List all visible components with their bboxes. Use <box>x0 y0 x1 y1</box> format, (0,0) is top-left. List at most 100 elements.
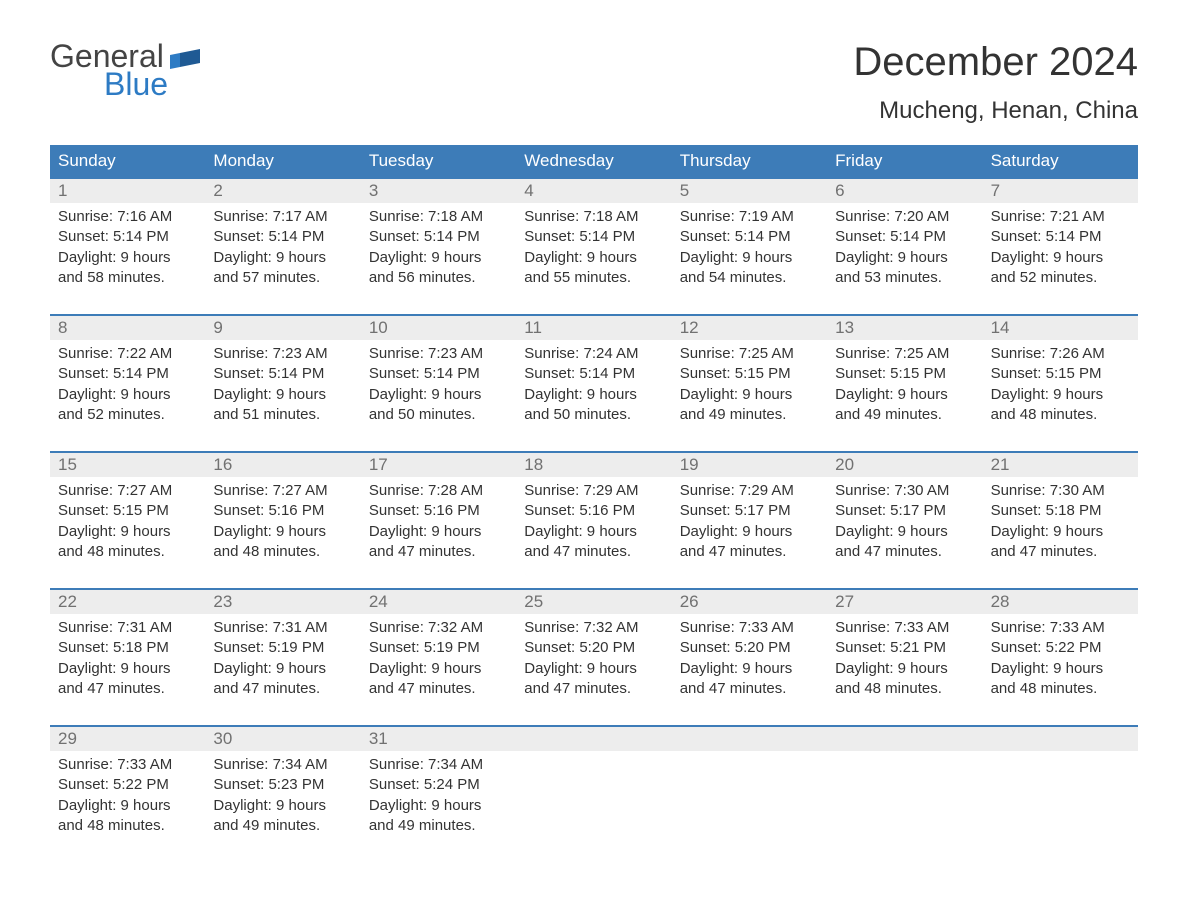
daylight-text: and 48 minutes. <box>58 542 197 562</box>
day-number: 1 <box>50 179 205 203</box>
daylight-text: Daylight: 9 hours <box>991 659 1130 679</box>
sunrise-text: Sunrise: 7:33 AM <box>58 755 197 775</box>
day-content: Sunrise: 7:31 AMSunset: 5:18 PMDaylight:… <box>50 614 205 707</box>
sunrise-text: Sunrise: 7:29 AM <box>524 481 663 501</box>
daylight-text: and 48 minutes. <box>835 679 974 699</box>
month-title: December 2024 <box>853 40 1138 85</box>
day-header-row: SundayMondayTuesdayWednesdayThursdayFrid… <box>50 145 1138 177</box>
calendar-week: 29Sunrise: 7:33 AMSunset: 5:22 PMDayligh… <box>50 725 1138 844</box>
daylight-text: Daylight: 9 hours <box>369 659 508 679</box>
day-number <box>672 727 827 751</box>
day-number: 28 <box>983 590 1138 614</box>
sunrise-text: Sunrise: 7:16 AM <box>58 207 197 227</box>
day-number <box>983 727 1138 751</box>
day-number: 4 <box>516 179 671 203</box>
daylight-text: and 54 minutes. <box>680 268 819 288</box>
day-number: 21 <box>983 453 1138 477</box>
day-content: Sunrise: 7:23 AMSunset: 5:14 PMDaylight:… <box>361 340 516 433</box>
daylight-text: and 49 minutes. <box>835 405 974 425</box>
daylight-text: and 47 minutes. <box>213 679 352 699</box>
day-number: 12 <box>672 316 827 340</box>
day-content: Sunrise: 7:22 AMSunset: 5:14 PMDaylight:… <box>50 340 205 433</box>
sunset-text: Sunset: 5:15 PM <box>835 364 974 384</box>
daylight-text: and 48 minutes. <box>991 679 1130 699</box>
sunset-text: Sunset: 5:14 PM <box>991 227 1130 247</box>
daylight-text: Daylight: 9 hours <box>58 659 197 679</box>
sunrise-text: Sunrise: 7:23 AM <box>369 344 508 364</box>
sunset-text: Sunset: 5:14 PM <box>58 364 197 384</box>
calendar-day: 9Sunrise: 7:23 AMSunset: 5:14 PMDaylight… <box>205 316 360 433</box>
day-content: Sunrise: 7:30 AMSunset: 5:17 PMDaylight:… <box>827 477 982 570</box>
day-content: Sunrise: 7:27 AMSunset: 5:16 PMDaylight:… <box>205 477 360 570</box>
logo-blue-text: Blue <box>104 68 200 100</box>
day-number: 7 <box>983 179 1138 203</box>
daylight-text: Daylight: 9 hours <box>524 248 663 268</box>
daylight-text: Daylight: 9 hours <box>213 385 352 405</box>
sunrise-text: Sunrise: 7:32 AM <box>369 618 508 638</box>
day-header-cell: Saturday <box>983 145 1138 177</box>
sunset-text: Sunset: 5:17 PM <box>835 501 974 521</box>
day-number: 14 <box>983 316 1138 340</box>
daylight-text: and 49 minutes. <box>213 816 352 836</box>
sunset-text: Sunset: 5:20 PM <box>524 638 663 658</box>
day-content: Sunrise: 7:25 AMSunset: 5:15 PMDaylight:… <box>827 340 982 433</box>
sunset-text: Sunset: 5:14 PM <box>680 227 819 247</box>
day-number: 9 <box>205 316 360 340</box>
sunrise-text: Sunrise: 7:18 AM <box>369 207 508 227</box>
sunrise-text: Sunrise: 7:30 AM <box>991 481 1130 501</box>
calendar-day: 23Sunrise: 7:31 AMSunset: 5:19 PMDayligh… <box>205 590 360 707</box>
daylight-text: Daylight: 9 hours <box>680 522 819 542</box>
calendar-day: 5Sunrise: 7:19 AMSunset: 5:14 PMDaylight… <box>672 179 827 296</box>
sunrise-text: Sunrise: 7:34 AM <box>213 755 352 775</box>
day-number: 2 <box>205 179 360 203</box>
calendar-day: 1Sunrise: 7:16 AMSunset: 5:14 PMDaylight… <box>50 179 205 296</box>
day-number: 30 <box>205 727 360 751</box>
day-content: Sunrise: 7:16 AMSunset: 5:14 PMDaylight:… <box>50 203 205 296</box>
daylight-text: Daylight: 9 hours <box>213 522 352 542</box>
calendar-day: 30Sunrise: 7:34 AMSunset: 5:23 PMDayligh… <box>205 727 360 844</box>
daylight-text: and 50 minutes. <box>524 405 663 425</box>
calendar-week: 22Sunrise: 7:31 AMSunset: 5:18 PMDayligh… <box>50 588 1138 707</box>
daylight-text: Daylight: 9 hours <box>835 522 974 542</box>
sunset-text: Sunset: 5:15 PM <box>680 364 819 384</box>
day-number: 10 <box>361 316 516 340</box>
sunrise-text: Sunrise: 7:26 AM <box>991 344 1130 364</box>
day-number: 3 <box>361 179 516 203</box>
daylight-text: and 47 minutes. <box>524 679 663 699</box>
daylight-text: Daylight: 9 hours <box>991 522 1130 542</box>
calendar-day <box>827 727 982 844</box>
day-number: 20 <box>827 453 982 477</box>
calendar-day: 17Sunrise: 7:28 AMSunset: 5:16 PMDayligh… <box>361 453 516 570</box>
day-number: 16 <box>205 453 360 477</box>
calendar-day: 6Sunrise: 7:20 AMSunset: 5:14 PMDaylight… <box>827 179 982 296</box>
day-number: 8 <box>50 316 205 340</box>
sunrise-text: Sunrise: 7:25 AM <box>835 344 974 364</box>
day-content: Sunrise: 7:32 AMSunset: 5:20 PMDaylight:… <box>516 614 671 707</box>
sunset-text: Sunset: 5:21 PM <box>835 638 974 658</box>
calendar-day: 24Sunrise: 7:32 AMSunset: 5:19 PMDayligh… <box>361 590 516 707</box>
page-header: General Blue December 2024 Mucheng, Hena… <box>50 40 1138 125</box>
sunrise-text: Sunrise: 7:31 AM <box>213 618 352 638</box>
calendar-day: 15Sunrise: 7:27 AMSunset: 5:15 PMDayligh… <box>50 453 205 570</box>
daylight-text: Daylight: 9 hours <box>524 522 663 542</box>
sunrise-text: Sunrise: 7:20 AM <box>835 207 974 227</box>
day-number <box>827 727 982 751</box>
calendar-week: 1Sunrise: 7:16 AMSunset: 5:14 PMDaylight… <box>50 177 1138 296</box>
day-number: 17 <box>361 453 516 477</box>
sunset-text: Sunset: 5:20 PM <box>680 638 819 658</box>
sunset-text: Sunset: 5:18 PM <box>58 638 197 658</box>
daylight-text: and 47 minutes. <box>680 679 819 699</box>
daylight-text: and 47 minutes. <box>835 542 974 562</box>
daylight-text: and 48 minutes. <box>213 542 352 562</box>
day-content: Sunrise: 7:31 AMSunset: 5:19 PMDaylight:… <box>205 614 360 707</box>
sunrise-text: Sunrise: 7:32 AM <box>524 618 663 638</box>
day-number: 27 <box>827 590 982 614</box>
day-number: 25 <box>516 590 671 614</box>
day-number <box>516 727 671 751</box>
sunrise-text: Sunrise: 7:33 AM <box>991 618 1130 638</box>
day-number: 6 <box>827 179 982 203</box>
day-content: Sunrise: 7:23 AMSunset: 5:14 PMDaylight:… <box>205 340 360 433</box>
day-content: Sunrise: 7:19 AMSunset: 5:14 PMDaylight:… <box>672 203 827 296</box>
sunset-text: Sunset: 5:15 PM <box>58 501 197 521</box>
day-number: 22 <box>50 590 205 614</box>
